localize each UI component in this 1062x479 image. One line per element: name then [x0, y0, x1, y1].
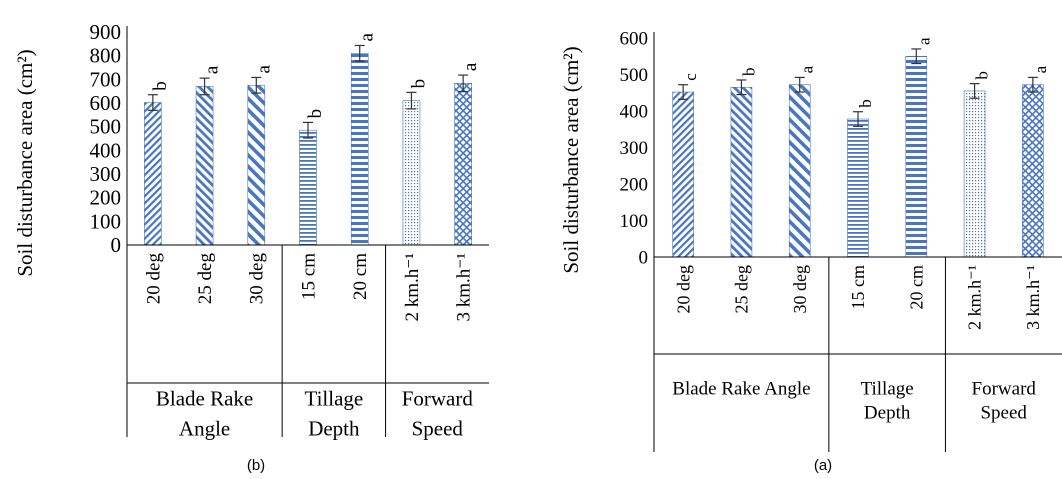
significance-letter: a — [798, 65, 817, 73]
y-tick-label: 300 — [90, 162, 122, 186]
group-label: Tillage — [861, 379, 914, 400]
bars: c b a b a b a — [672, 37, 1050, 258]
axes — [653, 32, 1062, 452]
y-tick-label: 100 — [620, 211, 649, 232]
bar — [905, 55, 928, 258]
category-label: 20 deg — [673, 265, 693, 314]
category-label: 20 deg — [143, 253, 164, 305]
chart-a: Soil disturbance area (cm²) 0 100 200 300 40… — [559, 28, 1062, 474]
category-label: 25 deg — [732, 265, 752, 314]
category-labels: 20 deg 25 deg 30 deg 15 cm 20 cm 2 km.h⁻¹ 3 km… — [143, 253, 474, 322]
bar — [454, 83, 472, 246]
significance-letter: b — [305, 109, 326, 119]
significance-letter: a — [1031, 65, 1050, 73]
y-tick-label: 600 — [90, 91, 122, 115]
bar — [1022, 84, 1044, 258]
group-label: Tillage — [304, 386, 363, 410]
group-labels: Blade Rake Angle Tillage Depth Forward Speed — [672, 379, 1036, 424]
y-tick-label: 0 — [639, 247, 649, 268]
significance-letter: a — [202, 65, 223, 74]
significance-letter: a — [357, 32, 378, 41]
group-label: Speed — [980, 403, 1027, 424]
y-tick-label: 0 — [111, 233, 122, 257]
bar — [847, 118, 869, 258]
chart-caption: (a) — [814, 457, 832, 474]
y-tick-label: 400 — [620, 101, 649, 122]
bar — [144, 102, 162, 246]
group-label: Depth — [864, 403, 911, 424]
y-tick-label: 300 — [620, 138, 649, 159]
category-label: 20 cm — [350, 253, 371, 300]
significance-letter: b — [408, 79, 429, 89]
category-label: 2 km.h⁻¹ — [402, 253, 423, 322]
category-label: 2 km.h⁻¹ — [965, 265, 985, 330]
group-label: Blade Rake Angle — [672, 379, 810, 400]
category-label: 3 km.h⁻¹ — [454, 253, 475, 322]
significance-letter: a — [253, 64, 274, 73]
y-tick-label: 200 — [90, 186, 122, 210]
category-label: 30 deg — [247, 253, 268, 305]
significance-letter: b — [973, 71, 992, 80]
category-label: 15 cm — [298, 253, 319, 300]
category-label: 30 deg — [790, 265, 810, 314]
bar — [672, 91, 694, 258]
group-label: Depth — [308, 416, 360, 440]
category-label: 3 km.h⁻¹ — [1023, 265, 1043, 330]
bars: b a a b a b a — [144, 32, 481, 246]
bar — [963, 90, 986, 258]
y-tick-label: 500 — [620, 65, 649, 86]
chart-b: Soil disturbance area (cm²) 010020030040… — [13, 20, 489, 474]
bar — [730, 86, 753, 258]
significance-letter: c — [681, 73, 700, 81]
group-labels: Blade Rake Angle Tillage Depth Forward Speed — [156, 386, 473, 440]
bar — [299, 129, 317, 246]
y-axis-label: Soil disturbance area (cm²) — [13, 49, 37, 276]
y-tick-label: 200 — [620, 174, 649, 195]
group-label: Forward — [402, 386, 474, 410]
category-labels: 20 deg 25 deg 30 deg 15 cm 20 cm 2 km.h⁻¹ 3 km… — [673, 265, 1043, 330]
group-label: Angle — [179, 416, 230, 440]
category-label: 15 cm — [848, 265, 868, 310]
axes — [126, 26, 489, 437]
y-tick-label: 100 — [90, 209, 122, 233]
category-label: 25 deg — [195, 253, 216, 305]
bar — [195, 86, 214, 246]
y-tick-label: 700 — [90, 67, 122, 91]
significance-letter: b — [739, 67, 758, 76]
group-label: Speed — [412, 416, 464, 440]
group-label: Blade Rake — [156, 386, 253, 410]
bar — [247, 84, 266, 246]
y-tick-label: 900 — [90, 20, 122, 44]
category-label: 20 cm — [906, 265, 926, 310]
significance-letter: b — [150, 81, 171, 91]
y-tick-label: 400 — [90, 138, 122, 162]
significance-letter: a — [914, 37, 933, 45]
significance-letter: b — [856, 99, 875, 108]
group-label: Forward — [972, 379, 1037, 400]
y-tick-label: 800 — [90, 44, 122, 68]
y-tick-label: 600 — [620, 28, 649, 49]
y-axis-label: Soil disturbance area (cm²) — [559, 46, 583, 273]
bar — [788, 84, 811, 258]
bar — [350, 52, 369, 246]
y-tick-labels: 0 100 200 300 400 500 600 — [620, 28, 649, 268]
y-tick-label: 500 — [90, 115, 122, 139]
significance-letter: a — [460, 62, 481, 71]
bar — [402, 100, 421, 246]
chart-caption: (b) — [247, 457, 265, 474]
